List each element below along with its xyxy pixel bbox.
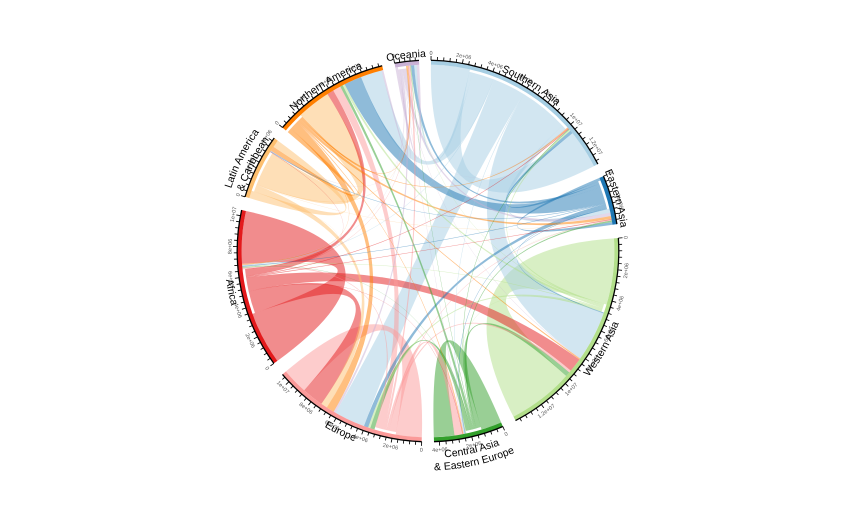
svg-text:8e+06: 8e+06: [228, 239, 234, 255]
svg-text:0: 0: [420, 448, 423, 454]
svg-text:0: 0: [430, 51, 433, 57]
svg-text:0: 0: [622, 236, 628, 239]
